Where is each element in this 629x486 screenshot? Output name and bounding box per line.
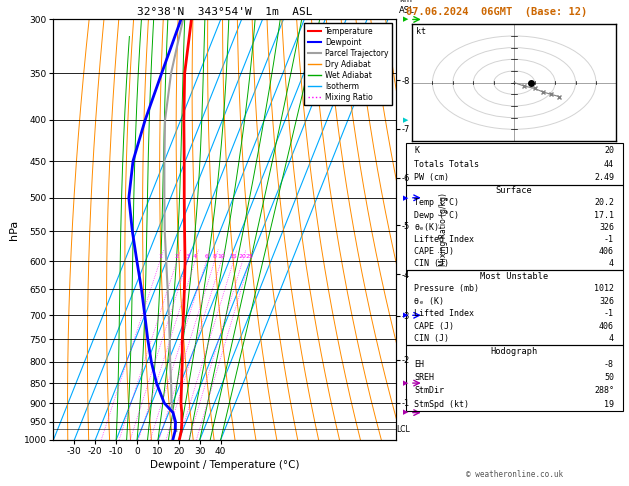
Text: 25: 25 bbox=[246, 254, 253, 260]
Text: PW (cm): PW (cm) bbox=[415, 174, 449, 182]
Text: Dewp (°C): Dewp (°C) bbox=[415, 210, 459, 220]
Text: -1: -1 bbox=[604, 235, 614, 244]
Text: Most Unstable: Most Unstable bbox=[480, 272, 548, 280]
Text: -1: -1 bbox=[604, 309, 614, 318]
Legend: Temperature, Dewpoint, Parcel Trajectory, Dry Adiabat, Wet Adiabat, Isotherm, Mi: Temperature, Dewpoint, Parcel Trajectory… bbox=[304, 23, 392, 105]
Text: 44: 44 bbox=[604, 159, 614, 169]
Text: 10: 10 bbox=[217, 254, 225, 260]
Text: Totals Totals: Totals Totals bbox=[415, 159, 479, 169]
Text: K: K bbox=[415, 146, 420, 155]
Text: LCL: LCL bbox=[396, 425, 410, 434]
Text: 8: 8 bbox=[213, 254, 216, 260]
Title: 32°38'N  343°54'W  1m  ASL: 32°38'N 343°54'W 1m ASL bbox=[137, 7, 313, 17]
Text: Surface: Surface bbox=[496, 186, 533, 195]
Text: 406: 406 bbox=[599, 322, 614, 331]
Text: 17.1: 17.1 bbox=[594, 210, 614, 220]
Text: 4: 4 bbox=[193, 254, 197, 260]
Text: © weatheronline.co.uk: © weatheronline.co.uk bbox=[465, 469, 563, 479]
Text: 1: 1 bbox=[158, 254, 162, 260]
Text: Hodograph: Hodograph bbox=[491, 347, 538, 356]
Text: Pressure (mb): Pressure (mb) bbox=[415, 284, 479, 293]
Text: SREH: SREH bbox=[415, 373, 435, 382]
Text: 15: 15 bbox=[230, 254, 237, 260]
Text: θₑ(K): θₑ(K) bbox=[415, 223, 440, 232]
Text: Lifted Index: Lifted Index bbox=[415, 235, 474, 244]
Text: ▶: ▶ bbox=[403, 195, 408, 201]
Text: EH: EH bbox=[415, 360, 425, 369]
Text: 20: 20 bbox=[604, 146, 614, 155]
Text: Mixing Ratio (g/kg): Mixing Ratio (g/kg) bbox=[439, 193, 448, 266]
Text: 4: 4 bbox=[609, 334, 614, 343]
Text: ▶: ▶ bbox=[403, 17, 408, 22]
Text: 2.49: 2.49 bbox=[594, 174, 614, 182]
Text: CIN (J): CIN (J) bbox=[415, 334, 449, 343]
Text: 288°: 288° bbox=[594, 386, 614, 396]
Text: ▶: ▶ bbox=[403, 380, 408, 386]
Text: 6: 6 bbox=[204, 254, 208, 260]
Text: CAPE (J): CAPE (J) bbox=[415, 247, 454, 256]
Text: ▶: ▶ bbox=[403, 117, 408, 123]
Text: StmSpd (kt): StmSpd (kt) bbox=[415, 399, 469, 409]
Text: CIN (J): CIN (J) bbox=[415, 259, 449, 268]
Text: 1012: 1012 bbox=[594, 284, 614, 293]
Text: 2: 2 bbox=[175, 254, 179, 260]
Text: 406: 406 bbox=[599, 247, 614, 256]
Text: 3: 3 bbox=[185, 254, 189, 260]
Text: CAPE (J): CAPE (J) bbox=[415, 322, 454, 331]
Text: ▶: ▶ bbox=[403, 410, 408, 416]
Text: θₑ (K): θₑ (K) bbox=[415, 296, 444, 306]
Text: 326: 326 bbox=[599, 223, 614, 232]
Text: kt: kt bbox=[416, 27, 426, 35]
Text: Temp (°C): Temp (°C) bbox=[415, 198, 459, 208]
Text: 4: 4 bbox=[609, 259, 614, 268]
Text: ▶: ▶ bbox=[403, 312, 408, 318]
Text: Lifted Index: Lifted Index bbox=[415, 309, 474, 318]
Text: 07.06.2024  06GMT  (Base: 12): 07.06.2024 06GMT (Base: 12) bbox=[406, 7, 587, 17]
X-axis label: Dewpoint / Temperature (°C): Dewpoint / Temperature (°C) bbox=[150, 460, 299, 470]
Y-axis label: hPa: hPa bbox=[9, 220, 19, 240]
Text: km
ASL: km ASL bbox=[399, 0, 415, 15]
Text: 19: 19 bbox=[604, 399, 614, 409]
Text: 20.2: 20.2 bbox=[594, 198, 614, 208]
Text: 326: 326 bbox=[599, 296, 614, 306]
Text: 50: 50 bbox=[604, 373, 614, 382]
Text: -8: -8 bbox=[604, 360, 614, 369]
Text: StmDir: StmDir bbox=[415, 386, 444, 396]
Text: 20: 20 bbox=[238, 254, 247, 260]
